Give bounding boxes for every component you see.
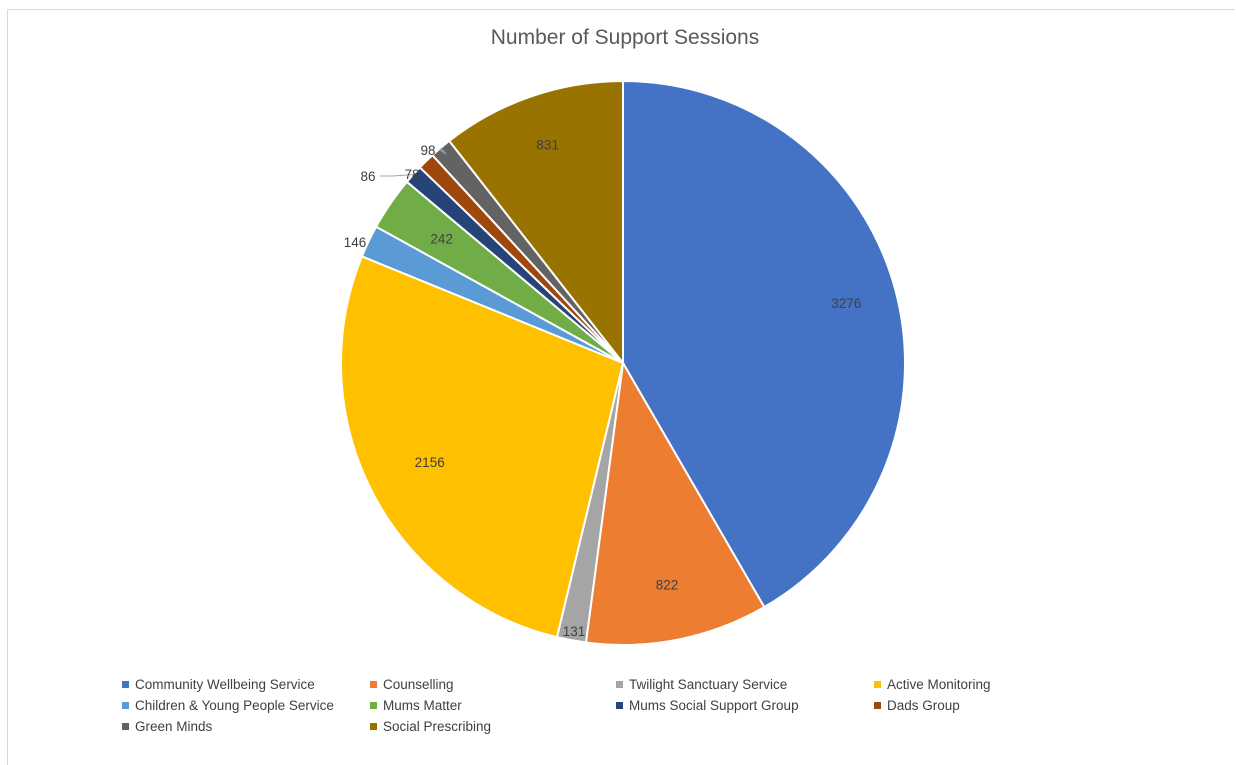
- legend-label: Children & Young People Service: [135, 698, 334, 713]
- data-label: 2156: [415, 455, 445, 470]
- legend-item: Active Monitoring: [874, 677, 991, 692]
- legend-swatch: [874, 681, 881, 688]
- legend-item: Mums Social Support Group: [616, 698, 799, 713]
- data-label: 831: [536, 137, 559, 152]
- legend-swatch: [122, 681, 129, 688]
- legend-swatch: [616, 702, 623, 709]
- legend-swatch: [874, 702, 881, 709]
- data-label: 822: [656, 577, 679, 592]
- legend-item: Counselling: [370, 677, 454, 692]
- legend-swatch: [370, 681, 377, 688]
- legend-label: Counselling: [383, 677, 454, 692]
- data-label: 3276: [831, 296, 861, 311]
- legend-item: Community Wellbeing Service: [122, 677, 315, 692]
- legend-swatch: [370, 702, 377, 709]
- legend-item: Dads Group: [874, 698, 960, 713]
- legend-label: Social Prescribing: [383, 719, 492, 734]
- legend-item: Mums Matter: [370, 698, 462, 713]
- legend-label: Mums Matter: [383, 698, 462, 713]
- legend-label: Mums Social Support Group: [629, 698, 799, 713]
- data-label: 98: [420, 143, 435, 158]
- legend-label: Twilight Sanctuary Service: [629, 677, 788, 692]
- legend-swatch: [122, 723, 129, 730]
- data-label: 78: [404, 167, 419, 182]
- legend-item: Children & Young People Service: [122, 698, 334, 713]
- data-label: 146: [344, 235, 367, 250]
- pie-slice-counselling: [584, 359, 766, 646]
- leader-line: [380, 174, 414, 177]
- data-label: 131: [563, 624, 586, 639]
- pie-slice-active-monitoring: [340, 255, 625, 639]
- chart-title: Number of Support Sessions: [490, 26, 760, 49]
- legend-label: Community Wellbeing Service: [135, 677, 315, 692]
- legend-item: Twilight Sanctuary Service: [616, 677, 787, 692]
- legend-swatch: [616, 681, 623, 688]
- legend-item: Social Prescribing: [370, 719, 491, 734]
- legend-label: Dads Group: [887, 698, 960, 713]
- data-label: 86: [360, 169, 375, 184]
- legend-swatch: [370, 723, 377, 730]
- legend-label: Green Minds: [135, 719, 213, 734]
- legend-label: Active Monitoring: [887, 677, 991, 692]
- legend-swatch: [122, 702, 129, 709]
- pie-slice-community-wellbeing-service: [622, 79, 906, 609]
- chart-area: [7, 9, 1235, 765]
- data-label: 242: [430, 232, 453, 247]
- leader-line: [439, 147, 447, 155]
- legend-item: Green Minds: [122, 719, 212, 734]
- pie-slice-social-prescribing: [447, 79, 624, 366]
